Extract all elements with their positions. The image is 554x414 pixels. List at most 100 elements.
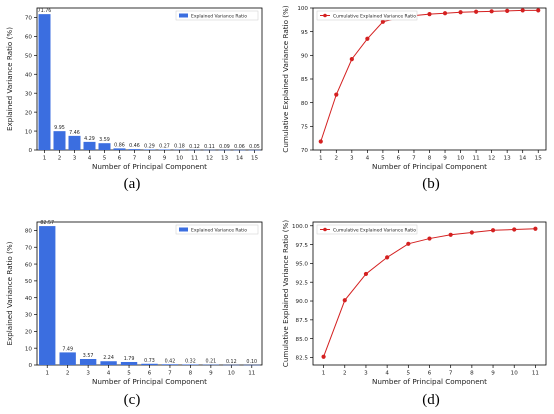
bar-value-label: 71.76: [38, 8, 52, 14]
y-tick-label: 0: [28, 148, 32, 154]
data-point: [505, 9, 509, 13]
plot-frame: [313, 222, 546, 365]
data-point: [381, 20, 385, 24]
y-tick-label: 60: [25, 35, 33, 41]
y-axis-label: Cumulative Explained Variance Ratio (%): [281, 220, 290, 368]
bar-value-label: 0.05: [249, 144, 260, 150]
y-tick-label: 10: [25, 346, 33, 352]
y-tick-label: 40: [25, 296, 33, 302]
y-tick-label: 100: [297, 6, 308, 12]
data-point: [385, 255, 389, 259]
y-axis-label: Cumulative Explained Variance Ratio (%): [281, 5, 290, 153]
bar-value-label: 0.06: [234, 144, 245, 150]
data-point: [536, 8, 540, 12]
y-tick-label: 70: [25, 245, 33, 251]
bar-value-label: 9.95: [54, 125, 65, 131]
x-tick-label: 5: [127, 371, 131, 377]
data-point: [319, 139, 323, 143]
bar: [144, 149, 156, 150]
data-point: [343, 298, 347, 302]
x-tick-label: 12: [206, 156, 213, 162]
x-tick-label: 14: [236, 156, 244, 162]
bar-value-label: 0.42: [165, 358, 176, 364]
data-point: [365, 37, 369, 41]
x-tick-label: 11: [532, 371, 540, 377]
y-tick-label: 90: [301, 54, 309, 60]
legend-swatch: [179, 14, 188, 18]
y-axis-label: Explained Variance Ratio (%): [5, 241, 14, 345]
bar: [39, 226, 55, 365]
bar: [80, 359, 96, 365]
bar-value-label: 4.29: [84, 136, 95, 142]
x-tick-label: 11: [191, 156, 199, 162]
data-point: [490, 9, 494, 13]
bar-value-label: 0.12: [226, 359, 237, 365]
data-point: [533, 227, 537, 231]
x-tick-label: 2: [66, 371, 70, 377]
y-tick-label: 60: [25, 262, 33, 268]
x-tick-label: 1: [322, 371, 326, 377]
y-tick-label: 85: [301, 77, 309, 83]
bar: [129, 149, 141, 150]
y-tick-label: 87.5: [296, 318, 309, 324]
x-tick-label: 1: [45, 371, 49, 377]
legend-label: Explained Variance Ratio: [191, 13, 247, 19]
caption-c: (c): [102, 392, 162, 409]
bar: [141, 364, 157, 365]
x-tick-label: 8: [148, 156, 152, 162]
x-tick-label: 2: [58, 156, 62, 162]
x-tick-label: 1: [43, 156, 47, 162]
y-tick-label: 0: [28, 363, 32, 369]
x-tick-label: 8: [189, 371, 193, 377]
x-tick-label: 14: [519, 156, 527, 162]
data-point: [474, 10, 478, 14]
data-point: [491, 228, 495, 232]
bar-value-label: 0.73: [144, 358, 155, 364]
x-axis-label: Number of Principal Component: [372, 162, 487, 171]
x-tick-label: 9: [163, 156, 167, 162]
y-tick-label: 50: [25, 279, 33, 285]
x-tick-label: 3: [86, 371, 90, 377]
bar-value-label: 0.46: [129, 143, 140, 149]
y-tick-label: 97.5: [296, 243, 309, 249]
bar-value-label: 0.10: [246, 359, 257, 365]
data-point: [521, 8, 525, 12]
series-line: [321, 10, 538, 141]
bar-value-label: 0.27: [159, 143, 170, 149]
y-tick-label: 75: [301, 125, 309, 131]
x-tick-label: 3: [350, 156, 354, 162]
x-tick-label: 7: [168, 371, 172, 377]
series-line: [324, 229, 536, 357]
bar-value-label: 3.59: [99, 137, 110, 143]
data-point: [512, 227, 516, 231]
plot-frame: [37, 222, 262, 365]
y-tick-label: 20: [25, 330, 33, 336]
bar: [182, 364, 198, 365]
bar: [121, 362, 137, 365]
x-tick-label: 8: [470, 371, 474, 377]
bar-value-label: 82.57: [40, 220, 54, 226]
y-tick-label: 40: [25, 72, 33, 78]
data-point: [470, 230, 474, 234]
y-tick-label: 30: [25, 91, 33, 97]
x-tick-label: 6: [397, 156, 401, 162]
data-point: [321, 355, 325, 359]
data-point: [443, 11, 447, 15]
x-tick-label: 9: [443, 156, 447, 162]
bar-value-label: 0.18: [174, 144, 185, 150]
data-point: [350, 57, 354, 61]
x-tick-label: 6: [428, 371, 432, 377]
bar: [69, 136, 81, 150]
data-point: [364, 272, 368, 276]
x-tick-label: 9: [209, 371, 213, 377]
bar-value-label: 0.86: [114, 142, 125, 148]
y-tick-label: 50: [25, 54, 33, 60]
x-tick-label: 15: [535, 156, 543, 162]
x-tick-label: 10: [457, 156, 465, 162]
x-tick-label: 4: [88, 156, 92, 162]
bar-value-label: 0.21: [206, 359, 217, 365]
data-point: [427, 236, 431, 240]
